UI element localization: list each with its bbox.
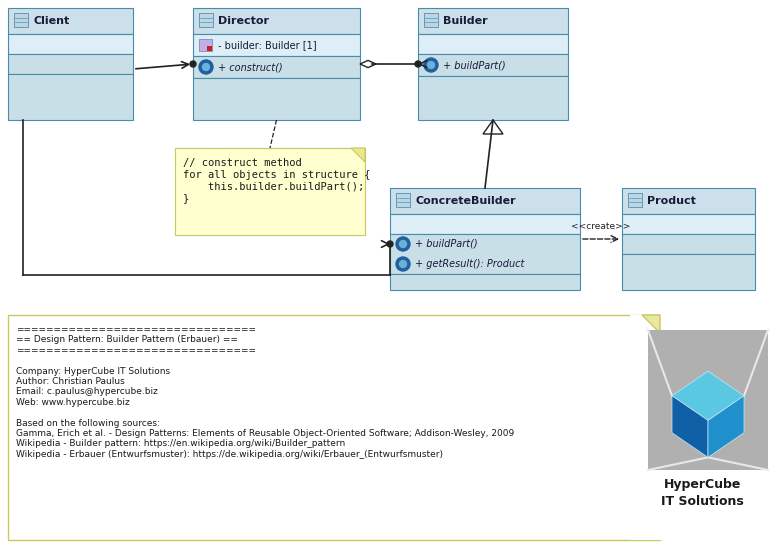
Bar [622, 214, 755, 234]
Text: // construct method
for all objects in structure {
    this.builder.buildPart();: // construct method for all objects in s… [183, 158, 370, 203]
Bar [193, 78, 360, 120]
Polygon shape [672, 371, 744, 421]
Circle shape [199, 60, 213, 74]
Bar [622, 254, 755, 290]
Bar [8, 74, 133, 120]
Polygon shape [351, 148, 365, 162]
Bar [14, 13, 28, 27]
Circle shape [415, 61, 421, 67]
Bar [193, 8, 360, 34]
Bar [193, 56, 360, 78]
Bar [630, 315, 775, 540]
Bar [622, 188, 755, 214]
Bar [390, 234, 580, 274]
Bar [628, 193, 642, 207]
Bar [8, 315, 660, 540]
Text: + buildPart(): + buildPart() [443, 60, 506, 70]
Circle shape [399, 240, 406, 248]
Text: Client: Client [33, 16, 69, 26]
Text: <<create>>: <<create>> [572, 222, 630, 231]
Text: Director: Director [218, 16, 269, 26]
Circle shape [424, 58, 438, 72]
Bar [8, 54, 133, 74]
Bar [648, 330, 768, 470]
Text: Builder: Builder [443, 16, 488, 26]
Bar [424, 13, 438, 27]
Text: ================================
== Design Pattern: Builder Pattern (Erbauer) ==: ================================ == Desi… [16, 325, 514, 459]
Circle shape [203, 64, 210, 70]
Bar [390, 274, 580, 290]
Text: + getResult(): Product: + getResult(): Product [415, 259, 525, 269]
Bar [396, 193, 410, 207]
Bar [175, 148, 365, 235]
Circle shape [396, 257, 410, 271]
Text: - builder: Builder [1]: - builder: Builder [1] [218, 40, 316, 50]
Bar [193, 34, 360, 56]
Circle shape [387, 241, 393, 247]
Text: + construct(): + construct() [218, 62, 283, 72]
Bar [418, 54, 568, 76]
Bar [622, 234, 755, 254]
Polygon shape [642, 315, 660, 333]
Bar [390, 214, 580, 234]
Text: ConcreteBuilder: ConcreteBuilder [415, 196, 516, 206]
Bar [8, 8, 133, 34]
Circle shape [396, 237, 410, 251]
Circle shape [428, 61, 435, 69]
Bar [390, 188, 580, 214]
Text: + buildPart(): + buildPart() [415, 239, 478, 249]
Circle shape [399, 260, 406, 267]
Bar [199, 13, 213, 27]
Polygon shape [672, 396, 708, 457]
Polygon shape [708, 396, 744, 457]
Bar [418, 34, 568, 54]
Circle shape [190, 61, 196, 67]
Bar [418, 76, 568, 120]
Bar [418, 8, 568, 34]
Bar [199, 39, 212, 51]
Text: HyperCube
IT Solutions: HyperCube IT Solutions [661, 478, 744, 508]
Text: Product: Product [647, 196, 696, 206]
Bar [8, 34, 133, 54]
Bar [207, 46, 212, 51]
